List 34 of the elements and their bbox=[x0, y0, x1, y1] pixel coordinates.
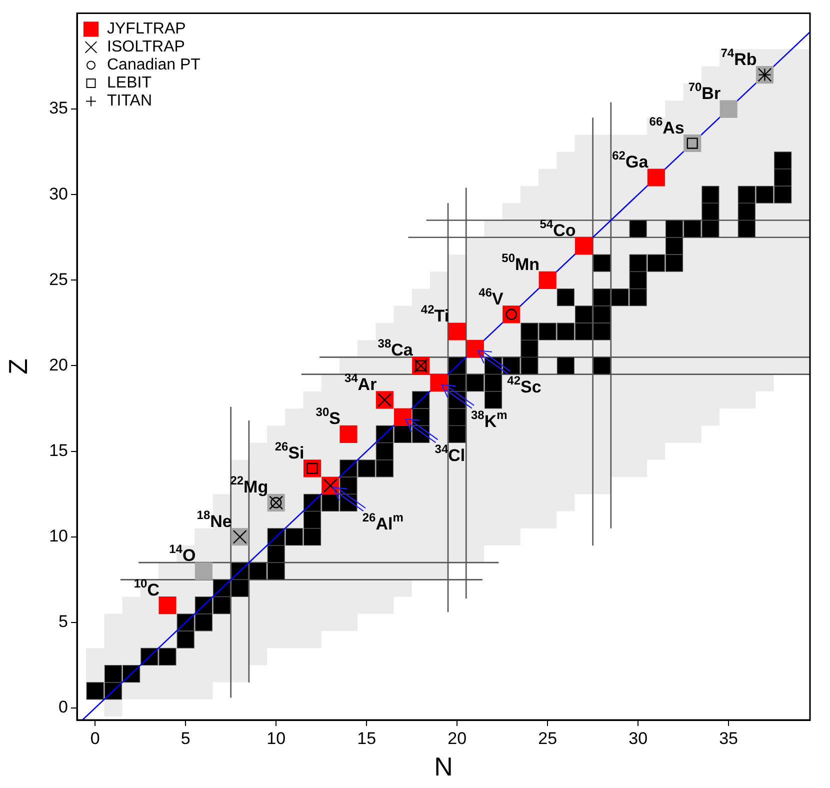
point bbox=[720, 100, 738, 118]
point bbox=[448, 322, 466, 340]
point bbox=[158, 596, 176, 614]
y-tick-label: 5 bbox=[58, 612, 68, 632]
y-tick-label: 20 bbox=[49, 355, 68, 374]
point bbox=[194, 562, 212, 580]
point bbox=[647, 168, 665, 186]
y-tick-label: 0 bbox=[58, 698, 68, 717]
y-axis-title: Z bbox=[2, 358, 33, 375]
x-tick-label: 5 bbox=[180, 728, 190, 748]
point bbox=[466, 340, 484, 358]
x-tick-label: 20 bbox=[448, 728, 467, 748]
x-tick-label: 25 bbox=[538, 728, 558, 748]
y-tick-label: 35 bbox=[49, 98, 68, 118]
y-tick-label: 15 bbox=[49, 441, 68, 460]
point bbox=[538, 271, 556, 289]
y-tick-label: 30 bbox=[49, 184, 68, 204]
x-tick-label: 0 bbox=[90, 728, 100, 748]
legend-label: Canadian PT bbox=[107, 56, 201, 74]
point bbox=[340, 425, 358, 443]
x-tick-label: 10 bbox=[266, 728, 286, 748]
legend-label: LEBIT bbox=[107, 74, 152, 92]
point bbox=[574, 237, 593, 255]
legend-label: TITAN bbox=[107, 92, 152, 110]
x-tick-label: 30 bbox=[628, 728, 648, 748]
x-axis-title: N bbox=[434, 752, 453, 782]
y-tick-label: 25 bbox=[49, 270, 68, 289]
point bbox=[430, 374, 448, 392]
x-tick-label: 15 bbox=[357, 728, 376, 748]
y-tick-label: 10 bbox=[49, 526, 68, 546]
x-tick-label: 35 bbox=[719, 728, 738, 748]
legend-label: ISOLTRAP bbox=[107, 38, 185, 56]
point bbox=[394, 408, 412, 426]
legend-label: JYFLTRAP bbox=[107, 20, 186, 38]
